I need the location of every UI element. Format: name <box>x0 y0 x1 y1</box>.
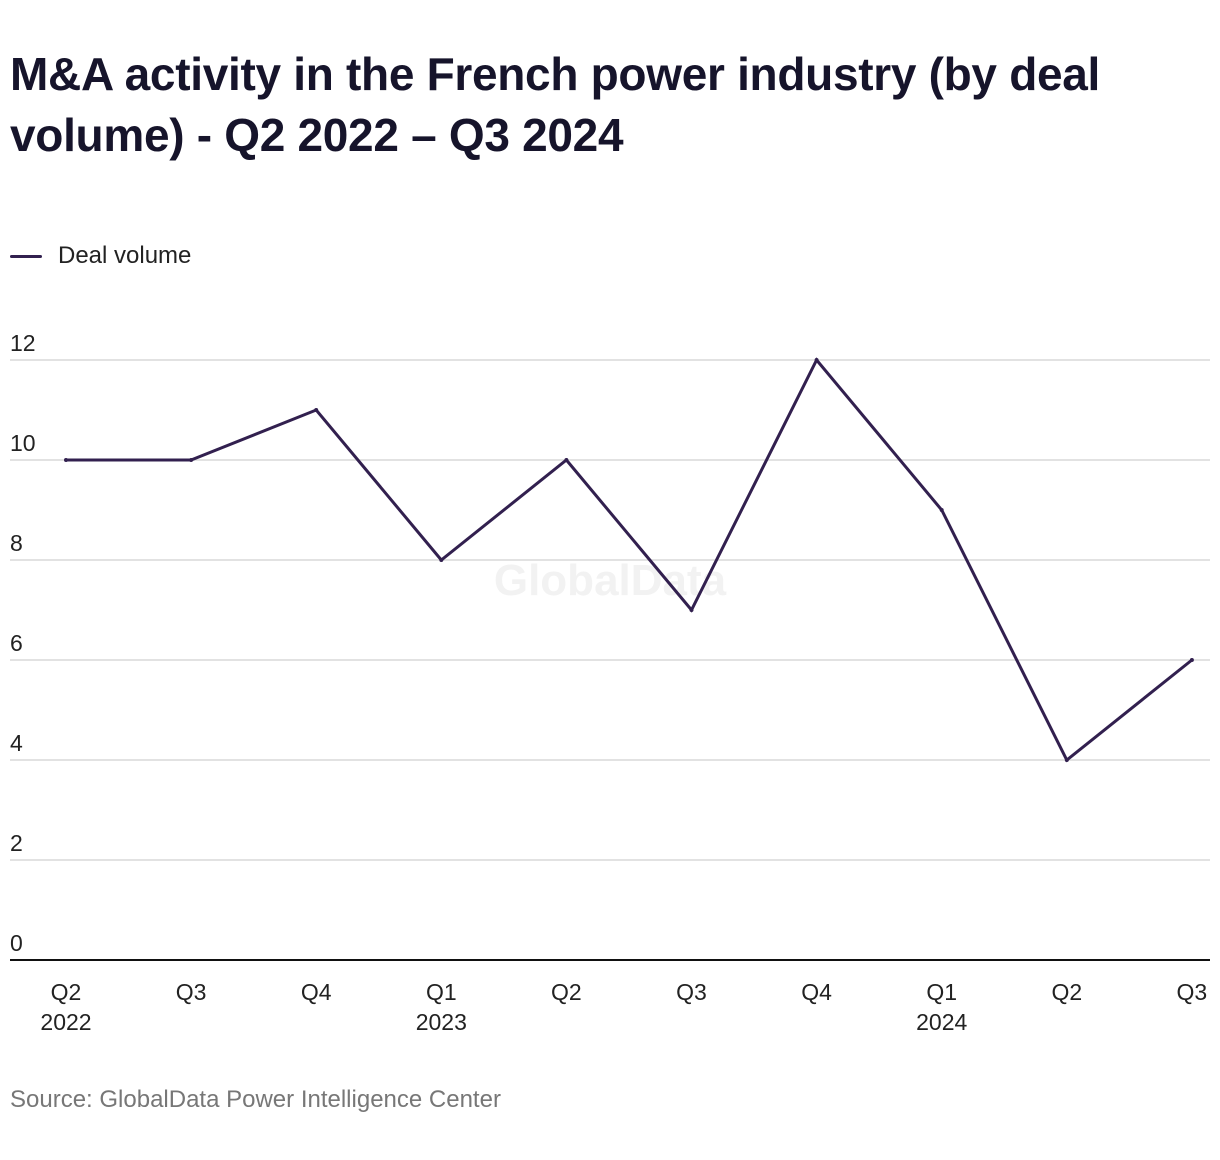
y-tick-label: 4 <box>10 730 23 756</box>
data-point <box>314 408 319 412</box>
data-point <box>1189 658 1194 662</box>
x-tick-label: Q2 <box>551 979 582 1005</box>
x-axis-ticks: Q2 2022 Q3 Q4 Q1 2023 Q2 Q3 Q4 Q1 2024 Q2 Q3 <box>40 979 1207 1035</box>
legend-label: Deal volume <box>58 242 192 269</box>
y-tick-label: 8 <box>10 530 23 556</box>
x-tick-label: Q4 <box>301 979 332 1005</box>
data-point <box>1064 758 1069 762</box>
x-tick-year-label: 2024 <box>916 1009 967 1035</box>
y-tick-label: 0 <box>10 930 23 956</box>
x-tick-label: Q2 <box>1051 979 1082 1005</box>
x-tick-label: Q2 <box>51 979 82 1005</box>
source-note: Source: GlobalData Power Intelligence Ce… <box>10 1086 501 1113</box>
y-tick-label: 10 <box>10 430 36 456</box>
data-point <box>439 558 444 562</box>
watermark: GlobalData <box>494 556 727 605</box>
gridlines <box>10 359 1210 861</box>
y-tick-label: 12 <box>10 330 36 356</box>
data-point <box>689 608 694 612</box>
chart-title: M&A activity in the French power industr… <box>10 48 1101 161</box>
data-point <box>814 358 819 362</box>
data-point <box>189 458 194 462</box>
y-tick-label: 2 <box>10 830 23 856</box>
data-point <box>564 458 569 462</box>
x-tick-label: Q3 <box>676 979 707 1005</box>
x-tick-label: Q3 <box>176 979 207 1005</box>
y-axis-ticks: 0 2 4 6 8 10 12 <box>10 330 36 956</box>
legend-line-swatch <box>10 254 42 258</box>
data-points <box>64 358 1194 762</box>
data-point <box>64 458 68 462</box>
series-line-deal-volume <box>66 357 1193 763</box>
x-tick-label: Q3 <box>1177 979 1208 1005</box>
x-tick-label: Q4 <box>801 979 832 1005</box>
x-tick-label: Q1 <box>426 979 457 1005</box>
data-point <box>939 508 944 512</box>
x-tick-year-label: 2023 <box>416 1009 467 1035</box>
x-tick-label: Q1 <box>926 979 957 1005</box>
x-tick-year-label: 2022 <box>40 1009 91 1035</box>
y-tick-label: 6 <box>10 630 23 656</box>
legend: Deal volume <box>10 242 191 270</box>
